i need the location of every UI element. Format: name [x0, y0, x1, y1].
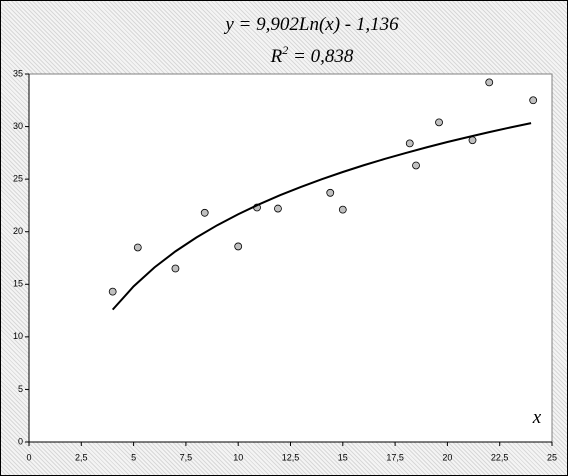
x-tick-label: 7,5 — [180, 452, 193, 462]
data-point — [529, 96, 538, 105]
data-point — [274, 204, 282, 213]
data-point — [485, 78, 494, 87]
y-tick-label: 10 — [13, 331, 23, 341]
data-point — [435, 118, 443, 127]
data-point — [412, 161, 420, 170]
data-point — [171, 264, 180, 273]
trend-line — [111, 122, 532, 311]
x-tick-label: 2,5 — [75, 452, 88, 462]
x-tick-label: 17,5 — [386, 452, 404, 462]
r-base: R — [270, 46, 283, 67]
y-tick-label: 15 — [13, 279, 23, 289]
data-point — [133, 243, 142, 252]
data-point — [200, 208, 209, 217]
data-point — [338, 205, 347, 214]
plot-area — [28, 73, 553, 443]
x-tick-label: 20 — [442, 452, 452, 462]
data-point — [234, 242, 243, 251]
data-point — [405, 139, 414, 148]
x-tick-label: 25 — [547, 452, 557, 462]
r-squared: R2 = 0,838 — [270, 43, 354, 67]
data-point — [468, 136, 477, 145]
y-tick-label: 5 — [18, 384, 23, 394]
y-tick-label: 0 — [18, 436, 23, 446]
data-point — [326, 188, 335, 197]
x-tick-label: 10 — [233, 452, 243, 462]
y-tick-label: 30 — [13, 121, 23, 131]
y-tick-label: 25 — [13, 174, 23, 184]
x-axis-label: x — [532, 407, 542, 428]
x-tick-label: 22,5 — [491, 452, 509, 462]
x-tick-label: 5 — [131, 452, 136, 462]
x-tick-label: 12,5 — [282, 452, 300, 462]
x-tick-label: 15 — [338, 452, 348, 462]
chart-title: y = 9,902Ln(x) - 1,136 — [223, 14, 399, 35]
x-tick-label: 0 — [26, 452, 31, 462]
data-point — [108, 287, 117, 296]
r-superscript: 2 — [282, 43, 288, 57]
y-tick-label: 20 — [13, 226, 23, 236]
r-rest: = 0,838 — [288, 46, 354, 67]
y-tick-label: 35 — [13, 68, 23, 78]
